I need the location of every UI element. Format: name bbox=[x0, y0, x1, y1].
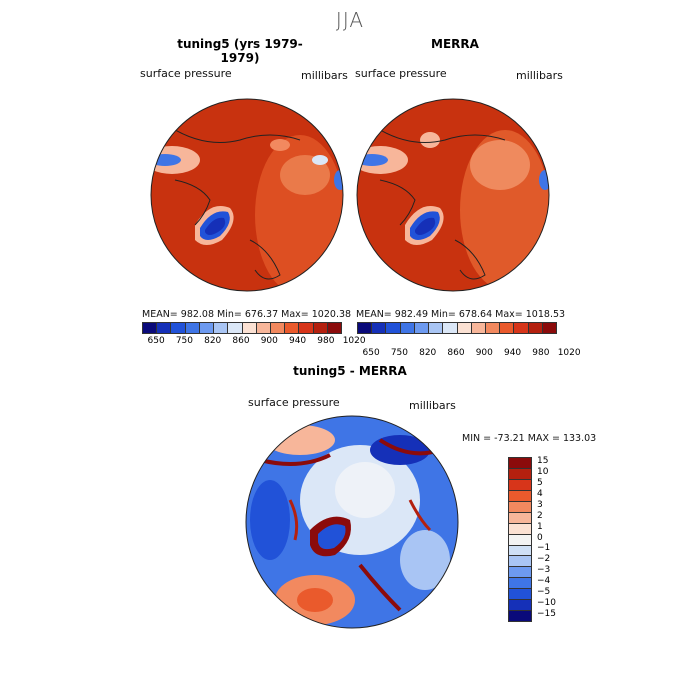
colorbar-swatch bbox=[327, 323, 342, 333]
colorbar-swatch bbox=[429, 323, 444, 333]
stats-model: MEAN= 982.08 Min= 676.37 Max= 1020.38 bbox=[142, 309, 352, 320]
colorbar-swatch bbox=[509, 556, 531, 568]
colorbar-swatch bbox=[313, 323, 328, 333]
colorbar-tick-label: 820 bbox=[419, 348, 437, 358]
colorbar-swatch bbox=[185, 323, 200, 333]
colorbar-tick-label: 750 bbox=[390, 348, 409, 358]
colorbar-labels-merra: 650 750 820 860 900 940 980 1020 bbox=[357, 348, 581, 360]
variable-label-model: surface pressure bbox=[140, 67, 232, 80]
colorbar-swatch bbox=[471, 323, 486, 333]
colorbar-swatch bbox=[542, 323, 557, 333]
colorbar-swatch bbox=[270, 323, 286, 333]
colorbar-tick-label: 650 bbox=[147, 336, 165, 346]
colorbar-swatch bbox=[509, 567, 531, 579]
colorbar-swatch bbox=[299, 323, 314, 333]
colorbar-swatch bbox=[509, 545, 531, 557]
colorbar-tick-label: 3 bbox=[537, 499, 543, 510]
colorbar-swatch bbox=[199, 323, 215, 333]
colorbar-tick-label: 1 bbox=[537, 521, 543, 532]
colorbar-tick-label: −4 bbox=[537, 575, 551, 586]
colorbar-tick-label: 860 bbox=[232, 336, 250, 346]
colorbar-swatch bbox=[509, 468, 531, 480]
colorbar-swatch bbox=[414, 323, 430, 333]
colorbar-swatch bbox=[500, 323, 515, 333]
colorbar-tick-label: 940 bbox=[288, 336, 307, 346]
colorbar-tick-label: −15 bbox=[537, 608, 556, 619]
colorbar-tick-label: 750 bbox=[175, 336, 194, 346]
colorbar-swatch bbox=[485, 323, 501, 333]
stats-diff: MIN = -73.21 MAX = 133.03 bbox=[462, 433, 597, 444]
stats-merra: MEAN= 982.49 Min= 678.64 Max= 1018.53 bbox=[356, 309, 566, 320]
colorbar-tick-label: 820 bbox=[204, 336, 222, 346]
colorbar-labels-model: 650 750 820 860 900 940 980 1020 bbox=[142, 336, 366, 348]
colorbar-swatch bbox=[372, 323, 387, 333]
colorbar-swatch bbox=[285, 323, 300, 333]
colorbar-tick-label: 10 bbox=[537, 467, 549, 478]
colorbar-tick-label: 1020 bbox=[342, 336, 366, 346]
colorbar-tick-label: −10 bbox=[537, 597, 556, 608]
colorbar-swatch bbox=[509, 479, 531, 491]
colorbar-tick-label: 860 bbox=[447, 348, 465, 358]
colorbar-swatch bbox=[214, 323, 229, 333]
colorbar-swatch bbox=[509, 589, 531, 601]
colorbar-swatch bbox=[509, 578, 531, 590]
colorbar-swatch bbox=[157, 323, 172, 333]
colorbar-swatch bbox=[242, 323, 257, 333]
colorbar-tick-label: −2 bbox=[537, 554, 551, 565]
colorbar-swatch bbox=[509, 490, 531, 502]
panel-title-model: tuning5 (yrs 1979-1979) bbox=[177, 37, 303, 65]
colorbar-model bbox=[142, 322, 342, 334]
colorbar-swatch bbox=[400, 323, 415, 333]
colorbar-swatch bbox=[171, 323, 186, 333]
colorbar-tick-label: −1 bbox=[537, 543, 551, 554]
panel-title-merra: MERRA bbox=[431, 37, 479, 51]
colorbar-tick-label: 940 bbox=[503, 348, 522, 358]
colorbar-swatch bbox=[514, 323, 529, 333]
colorbar-swatch bbox=[509, 458, 531, 469]
colorbar-tick-label: 650 bbox=[362, 348, 380, 358]
colorbar-tick-label: 5 bbox=[537, 478, 543, 489]
variable-label-merra: surface pressure bbox=[355, 67, 447, 80]
colorbar-diff bbox=[508, 457, 532, 622]
colorbar-tick-label: 900 bbox=[475, 348, 493, 358]
colorbar-swatch bbox=[358, 323, 373, 333]
colorbar-swatch bbox=[256, 323, 271, 333]
colorbar-labels-diff: 15 10 5 4 3 2 1 0 −1 −2 −3 −4 −5 −10 −15 bbox=[537, 456, 577, 620]
main-title: JJA bbox=[335, 8, 365, 32]
colorbar-swatch bbox=[228, 323, 243, 333]
colorbar-swatch bbox=[509, 600, 531, 612]
panel-title-diff: tuning5 - MERRA bbox=[293, 364, 407, 378]
colorbar-tick-label: 15 bbox=[537, 456, 549, 467]
colorbar-tick-label: −5 bbox=[537, 586, 551, 597]
colorbar-tick-label: −3 bbox=[537, 565, 551, 576]
colorbar-tick-label: 1020 bbox=[557, 348, 581, 358]
variable-label-diff: surface pressure bbox=[248, 396, 340, 409]
colorbar-swatch bbox=[457, 323, 472, 333]
colorbar-swatch bbox=[509, 512, 531, 524]
colorbar-swatch bbox=[509, 523, 531, 535]
colorbar-swatch bbox=[509, 534, 531, 546]
colorbar-swatch bbox=[443, 323, 458, 333]
colorbar-tick-label: 4 bbox=[537, 489, 543, 500]
colorbar-tick-label: 980 bbox=[317, 336, 335, 346]
colorbar-swatch bbox=[386, 323, 401, 333]
colorbar-tick-label: 2 bbox=[537, 510, 543, 521]
units-label-diff: millibars bbox=[409, 399, 456, 412]
colorbar-tick-label: 0 bbox=[537, 532, 543, 543]
colorbar-swatch bbox=[143, 323, 158, 333]
colorbar-merra bbox=[357, 322, 557, 334]
colorbar-swatch bbox=[509, 501, 531, 513]
colorbar-swatch bbox=[528, 323, 543, 333]
colorbar-tick-label: 980 bbox=[532, 348, 550, 358]
units-label-model: millibars bbox=[301, 69, 348, 82]
colorbar-swatch bbox=[509, 611, 531, 622]
colorbar-tick-label: 900 bbox=[260, 336, 278, 346]
units-label-merra: millibars bbox=[516, 69, 563, 82]
